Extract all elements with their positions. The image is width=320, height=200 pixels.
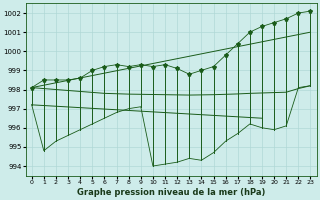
X-axis label: Graphe pression niveau de la mer (hPa): Graphe pression niveau de la mer (hPa) <box>77 188 265 197</box>
